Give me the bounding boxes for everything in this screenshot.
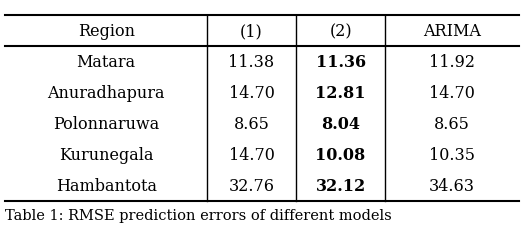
Text: 14.70: 14.70 bbox=[228, 85, 275, 102]
Text: Kurunegala: Kurunegala bbox=[59, 146, 154, 163]
Text: Polonnaruwa: Polonnaruwa bbox=[53, 116, 159, 132]
Text: 14.70: 14.70 bbox=[429, 85, 475, 102]
Text: 11.38: 11.38 bbox=[228, 54, 275, 71]
Text: Matara: Matara bbox=[77, 54, 136, 71]
Text: Anuradhapura: Anuradhapura bbox=[47, 85, 165, 102]
Text: Table 1: RMSE prediction errors of different models: Table 1: RMSE prediction errors of diffe… bbox=[5, 208, 392, 222]
Text: 11.36: 11.36 bbox=[315, 54, 366, 71]
Text: Hambantota: Hambantota bbox=[56, 177, 157, 194]
Text: 32.76: 32.76 bbox=[228, 177, 275, 194]
Text: 12.81: 12.81 bbox=[315, 85, 366, 102]
Text: (2): (2) bbox=[329, 23, 352, 40]
Text: 8.65: 8.65 bbox=[434, 116, 470, 132]
Text: 8.65: 8.65 bbox=[234, 116, 269, 132]
Text: 10.08: 10.08 bbox=[315, 146, 366, 163]
Text: 14.70: 14.70 bbox=[228, 146, 275, 163]
Text: ARIMA: ARIMA bbox=[423, 23, 481, 40]
Text: 11.92: 11.92 bbox=[429, 54, 475, 71]
Text: 34.63: 34.63 bbox=[429, 177, 475, 194]
Text: (1): (1) bbox=[240, 23, 263, 40]
Text: 10.35: 10.35 bbox=[429, 146, 475, 163]
Text: 8.04: 8.04 bbox=[321, 116, 360, 132]
Text: Region: Region bbox=[78, 23, 135, 40]
Text: 32.12: 32.12 bbox=[315, 177, 366, 194]
